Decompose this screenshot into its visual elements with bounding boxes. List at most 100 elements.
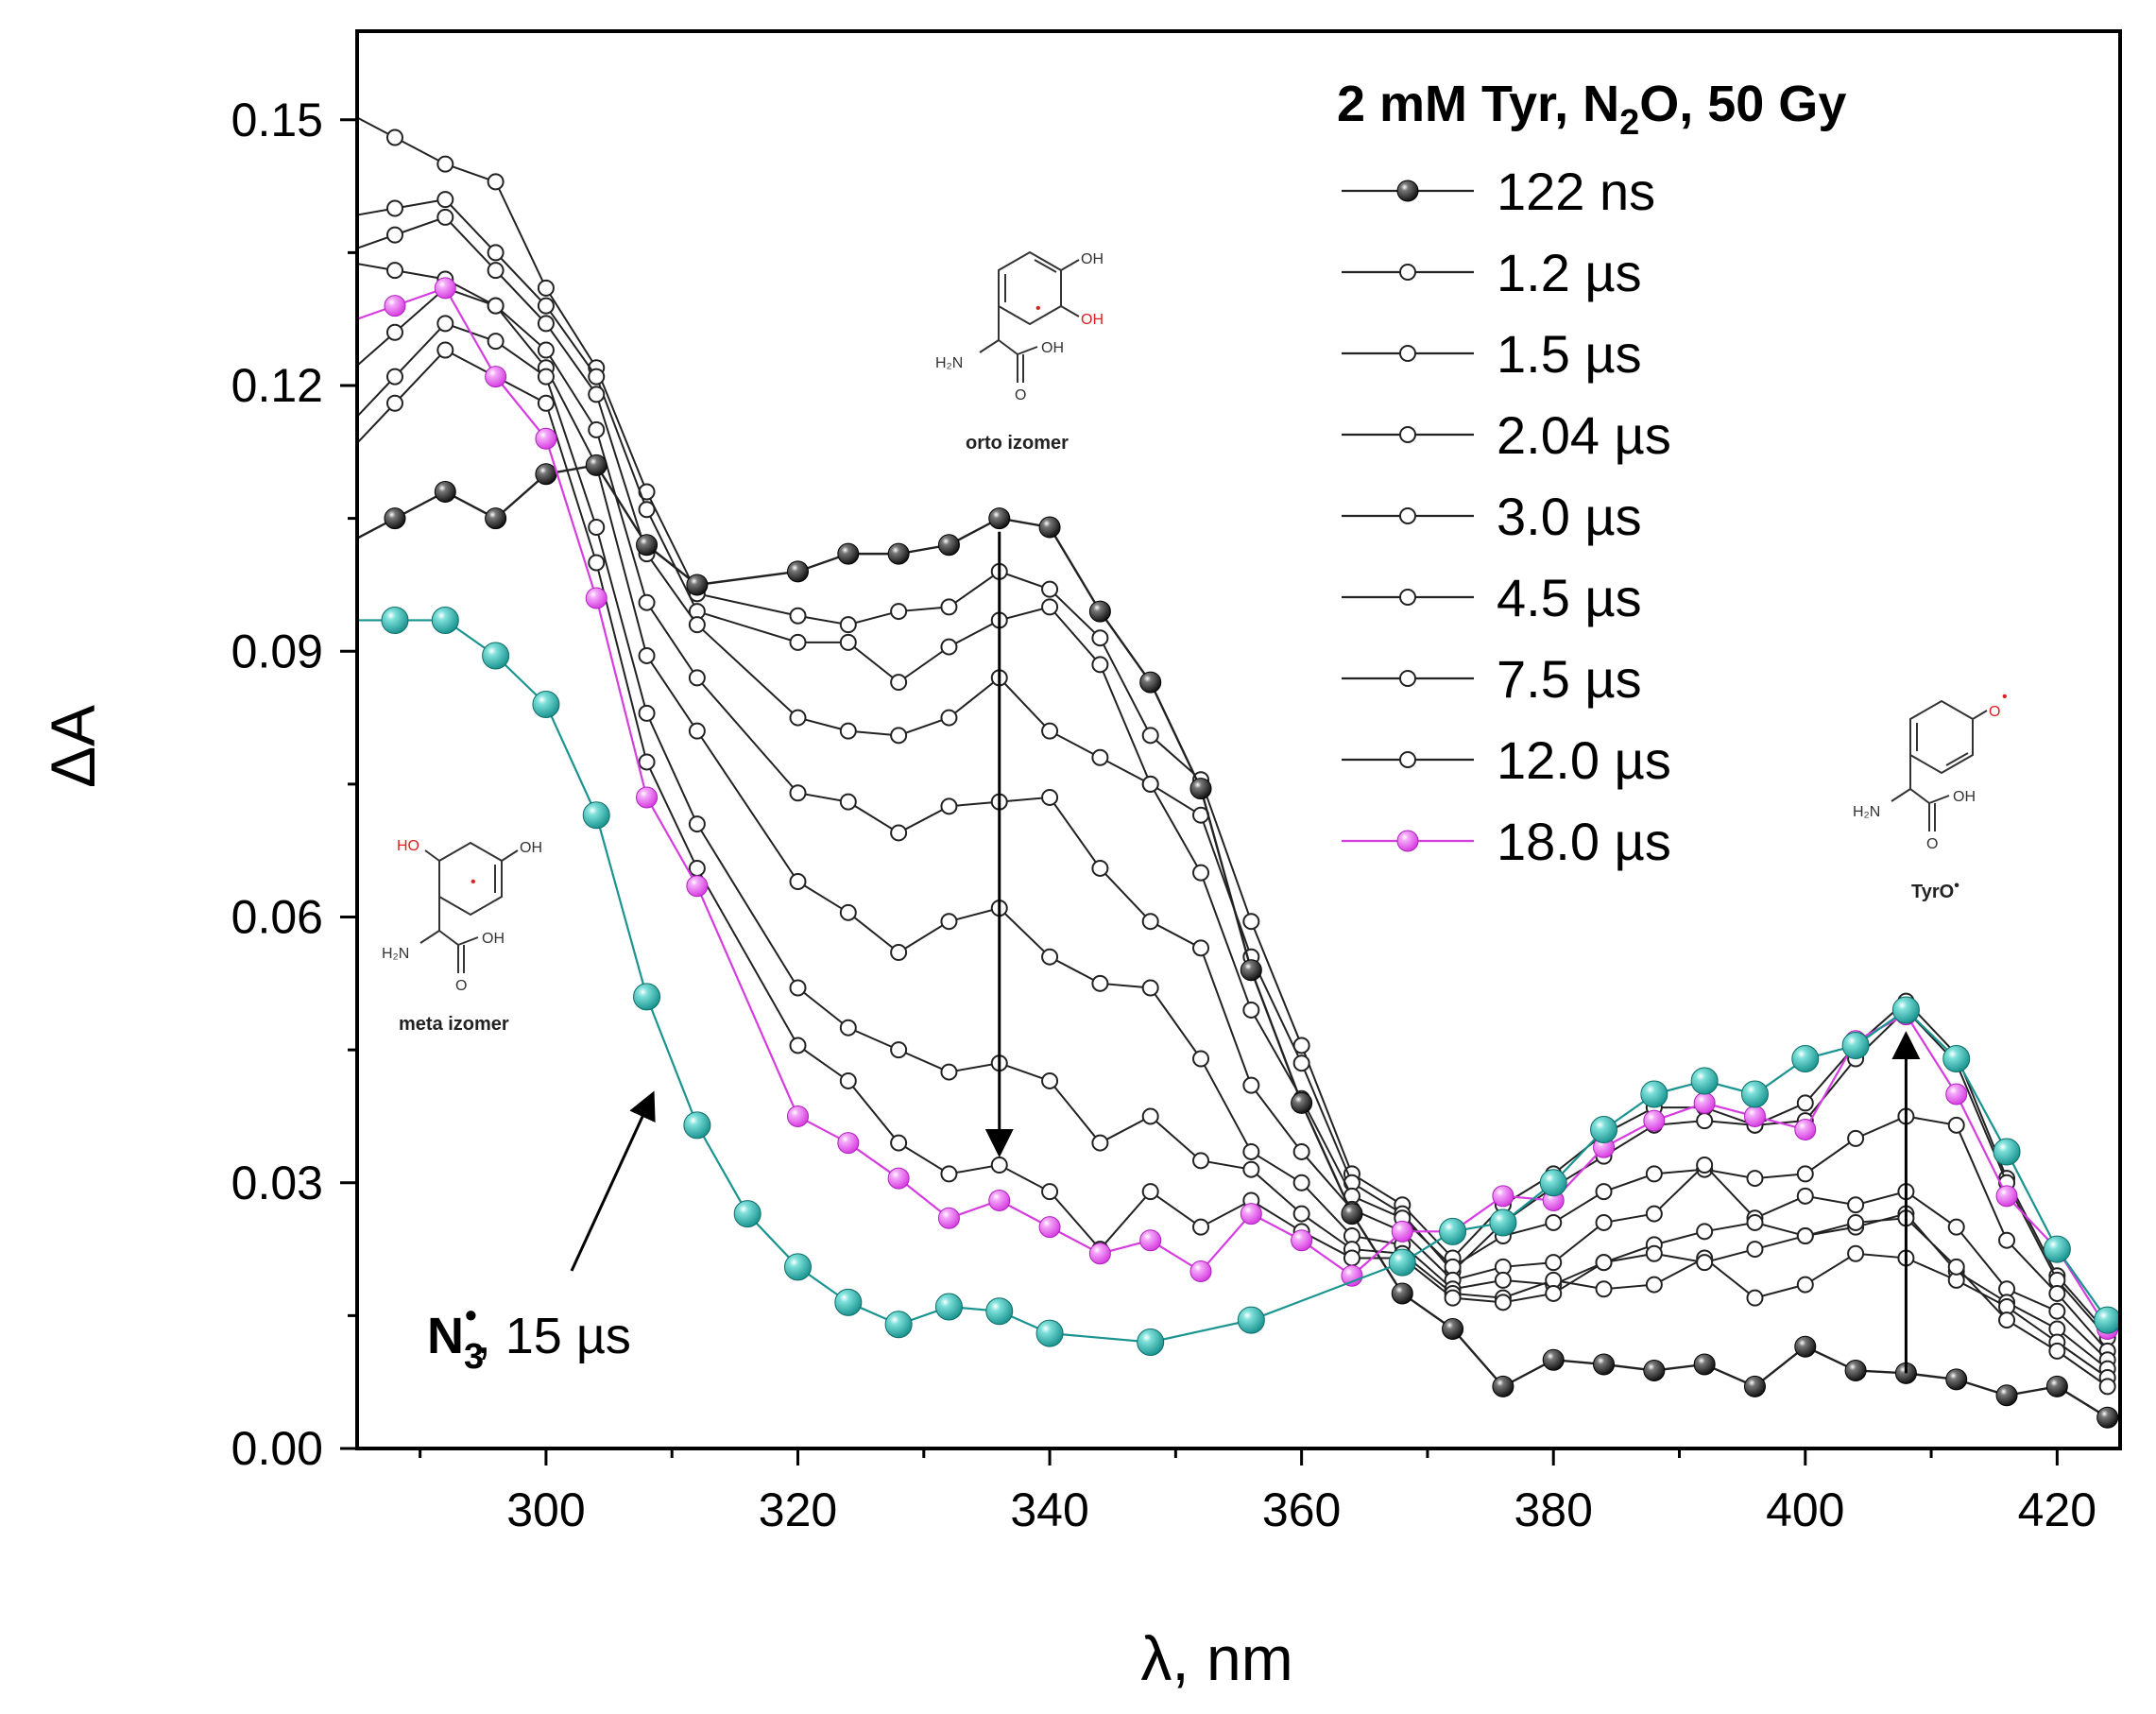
- magenta-marker: [1693, 1091, 1716, 1114]
- x-axis-title: λ, nm: [1140, 1623, 1292, 1693]
- open-marker: [940, 598, 958, 616]
- open-marker: [436, 208, 454, 226]
- magenta-marker: [434, 277, 456, 300]
- open-marker: [1796, 1187, 1814, 1205]
- teal-marker: [1690, 1067, 1719, 1095]
- teal-marker: [1237, 1306, 1265, 1334]
- magenta-marker: [1391, 1220, 1413, 1243]
- tyro-cooh-o: O: [1926, 836, 1938, 852]
- open-marker: [789, 607, 807, 625]
- black-marker: [887, 542, 910, 565]
- open-marker: [1292, 1205, 1310, 1223]
- teal-marker: [1439, 1217, 1467, 1245]
- open-marker: [940, 1165, 958, 1183]
- legend-label: 7.5 µs: [1497, 649, 1642, 709]
- magenta-marker: [937, 1207, 960, 1229]
- open-marker: [1998, 1311, 2016, 1329]
- n3-annotation-label: N3•, 15 µs: [427, 1295, 631, 1377]
- open-marker: [1494, 1294, 1512, 1311]
- black-marker: [485, 507, 507, 530]
- open-marker: [385, 199, 403, 217]
- open-marker: [1847, 1244, 1865, 1262]
- legend-item: 1.5 µs: [1342, 324, 1642, 384]
- open-marker: [890, 1134, 908, 1152]
- legend-item: 3.0 µs: [1342, 487, 1642, 546]
- tyro-radical-dot: •: [2002, 689, 2008, 705]
- legend-item: 18.0 µs: [1342, 812, 1671, 871]
- meta-cooh-o: O: [455, 978, 467, 994]
- black-marker: [384, 507, 406, 530]
- open-marker: [1746, 1170, 1764, 1188]
- open-marker: [1595, 1183, 1613, 1201]
- open-marker: [588, 386, 606, 403]
- open-marker: [1292, 1054, 1310, 1072]
- open-marker: [1041, 1183, 1059, 1201]
- orto-chain-1: [998, 339, 1018, 355]
- open-marker: [1947, 1258, 1965, 1276]
- open-marker: [890, 674, 908, 692]
- x-tick-label: 340: [1010, 1483, 1088, 1536]
- open-marker: [1242, 1142, 1260, 1160]
- tyro-radical-structure: O • H₂N OH O TyrO•: [1853, 689, 2008, 902]
- open-marker: [1141, 1183, 1159, 1201]
- series-group: [357, 116, 2120, 1429]
- open-marker: [1796, 1165, 1814, 1183]
- open-marker: [1141, 979, 1159, 997]
- magenta-marker: [1643, 1109, 1666, 1132]
- magenta-marker: [1995, 1185, 2018, 1208]
- open-marker: [1746, 1213, 1764, 1231]
- legend-title: 2 mM Tyr, N2O, 50 Gy: [1337, 76, 1846, 143]
- open-marker: [1696, 1157, 1714, 1174]
- open-marker: [1595, 1213, 1613, 1231]
- series-n-15-s: [357, 606, 2120, 1356]
- open-marker: [1696, 1254, 1714, 1272]
- open-marker: [839, 1019, 857, 1037]
- open-marker: [688, 815, 706, 833]
- open-marker: [1847, 1129, 1865, 1147]
- meta-cooh-oh: OH: [482, 931, 505, 947]
- meta-oh-bond-3: [457, 936, 479, 946]
- black-marker: [1492, 1375, 1514, 1397]
- open-marker: [1091, 1134, 1109, 1152]
- open-marker: [839, 1071, 857, 1089]
- open-marker: [1141, 913, 1159, 931]
- open-marker: [1091, 656, 1109, 674]
- magenta-marker: [384, 295, 406, 317]
- black-marker: [1643, 1360, 1666, 1381]
- open-marker: [436, 191, 454, 209]
- open-marker: [588, 368, 606, 386]
- magenta-marker: [1088, 1243, 1111, 1265]
- plot-frame: [355, 29, 2122, 1450]
- open-marker: [1091, 974, 1109, 992]
- magenta-marker: [1038, 1216, 1061, 1239]
- open-marker: [1242, 913, 1260, 931]
- open-marker: [1545, 1213, 1563, 1231]
- magenta-marker: [1945, 1083, 1968, 1106]
- tyro-double-bond-2: [1945, 752, 1969, 766]
- teal-marker: [884, 1311, 913, 1339]
- meta-oh-bond-2: [501, 849, 519, 862]
- teal-marker: [1489, 1208, 1517, 1237]
- black-marker: [1844, 1360, 1867, 1381]
- open-marker: [385, 129, 403, 146]
- open-marker: [1847, 1196, 1865, 1214]
- open-marker: [1041, 722, 1059, 740]
- black-marker: [686, 574, 709, 596]
- open-marker: [1947, 1218, 1965, 1236]
- legend-marker: [1399, 264, 1416, 281]
- black-marker: [1995, 1384, 2018, 1407]
- series-122-ns: [357, 454, 2119, 1429]
- teal-marker: [1740, 1080, 1769, 1108]
- tyro-oh-bond: [1928, 795, 1950, 804]
- black-marker: [837, 542, 860, 565]
- arrow-layer: [570, 531, 1921, 1374]
- meta-ho: HO: [397, 838, 419, 854]
- black-marker: [1693, 1353, 1716, 1376]
- teal-marker: [683, 1111, 711, 1140]
- teal-marker: [381, 606, 409, 634]
- legend-marker: [1399, 345, 1416, 362]
- teal-marker: [482, 642, 510, 670]
- open-marker: [588, 420, 606, 438]
